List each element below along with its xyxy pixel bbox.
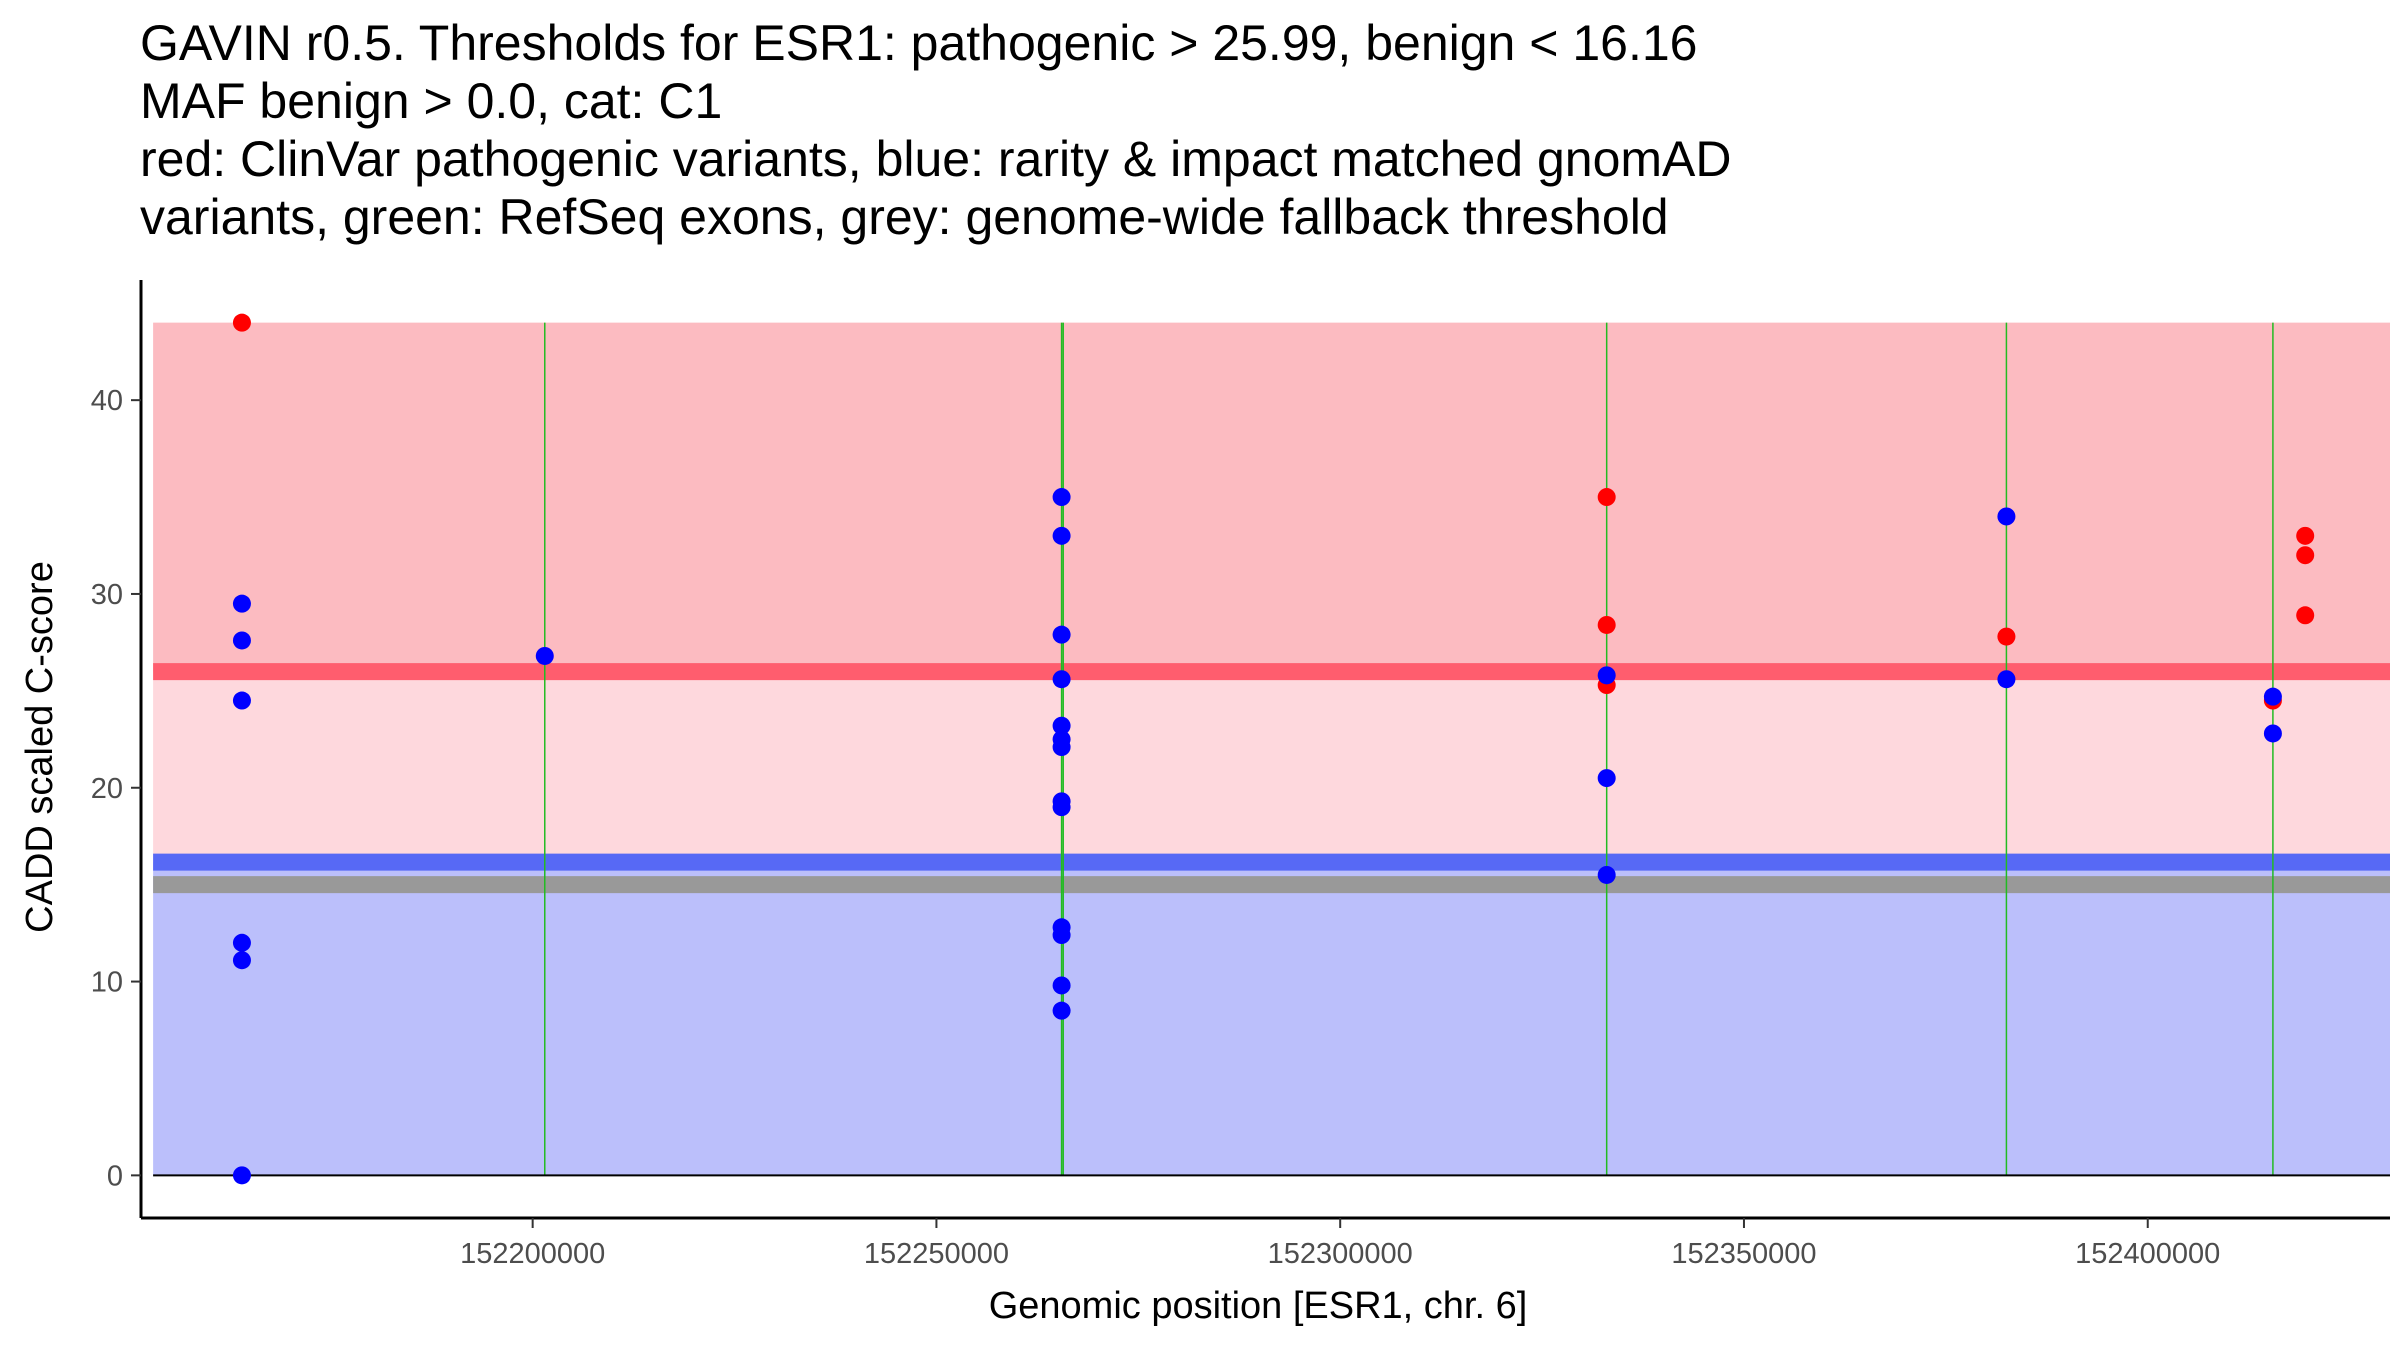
y-tick-label: 10 — [91, 967, 123, 999]
gnomad-point — [1052, 926, 1071, 945]
y-tick-label: 0 — [107, 1160, 123, 1192]
clinvar-point — [2296, 546, 2315, 565]
gnomad-point — [232, 951, 251, 970]
title-line-4: variants, green: RefSeq exons, grey: gen… — [140, 189, 1669, 245]
axes-layer: 152200000 152250000 152300000 152350000 1524… — [91, 280, 2390, 1270]
gnomad-point — [1052, 1001, 1071, 1020]
clinvar-point — [2296, 606, 2315, 625]
gnomad-point — [232, 594, 251, 613]
gnomad-point — [1997, 507, 2016, 526]
regions-layer — [153, 322, 2391, 1176]
gnomad-point — [1597, 666, 1616, 685]
clinvar-point — [1997, 627, 2016, 646]
clinvar-point — [1597, 488, 1616, 507]
x-tick-label: 152250000 — [864, 1238, 1009, 1270]
thresholds-layer — [153, 663, 2390, 894]
clinvar-point — [232, 313, 251, 332]
gnomad-point — [1052, 625, 1071, 644]
gnomad-point — [1597, 769, 1616, 788]
gnomad-point — [1597, 865, 1616, 884]
clinvar-point — [1597, 615, 1616, 634]
title-line-1: GAVIN r0.5. Thresholds for ESR1: pathoge… — [140, 15, 1698, 71]
gnomad-point — [1052, 670, 1071, 689]
gnomad-point — [1052, 716, 1071, 735]
y-tick-label: 40 — [91, 385, 123, 417]
gnomad-point — [1052, 798, 1071, 817]
benign-region — [153, 862, 2391, 1176]
gnomad-point — [2263, 724, 2282, 743]
y-axis-title: CADD scaled C-score — [19, 561, 61, 933]
gnomad-point — [232, 1166, 251, 1185]
x-tick-label: 152400000 — [2075, 1238, 2220, 1270]
gnomad-point — [1052, 488, 1071, 507]
y-tick-label: 20 — [91, 773, 123, 805]
uncertain-region — [153, 671, 2391, 863]
points-layer — [232, 313, 2315, 1185]
x-axis-title: Genomic position [ESR1, chr. 6] — [989, 1285, 1528, 1327]
x-tick-label: 152200000 — [460, 1238, 605, 1270]
gnomad-point — [1052, 976, 1071, 995]
gnomad-point — [232, 691, 251, 710]
chart-title: GAVIN r0.5. Thresholds for ESR1: pathoge… — [140, 14, 2380, 246]
gnomad-point — [232, 933, 251, 952]
clinvar-point — [2296, 526, 2315, 545]
title-line-2: MAF benign > 0.0, cat: C1 — [140, 73, 723, 129]
gnomad-point — [1052, 526, 1071, 545]
gnomad-point — [535, 646, 554, 665]
x-tick-label: 152300000 — [1268, 1238, 1413, 1270]
pathogenic-region — [153, 322, 2391, 672]
title-line-3: red: ClinVar pathogenic variants, blue: … — [140, 131, 1732, 187]
gnomad-point — [1997, 670, 2016, 689]
y-tick-label: 30 — [91, 579, 123, 611]
gnomad-point — [1052, 738, 1071, 757]
gnomad-point — [232, 631, 251, 650]
x-tick-label: 152350000 — [1671, 1238, 1816, 1270]
gnomad-point — [2263, 687, 2282, 706]
